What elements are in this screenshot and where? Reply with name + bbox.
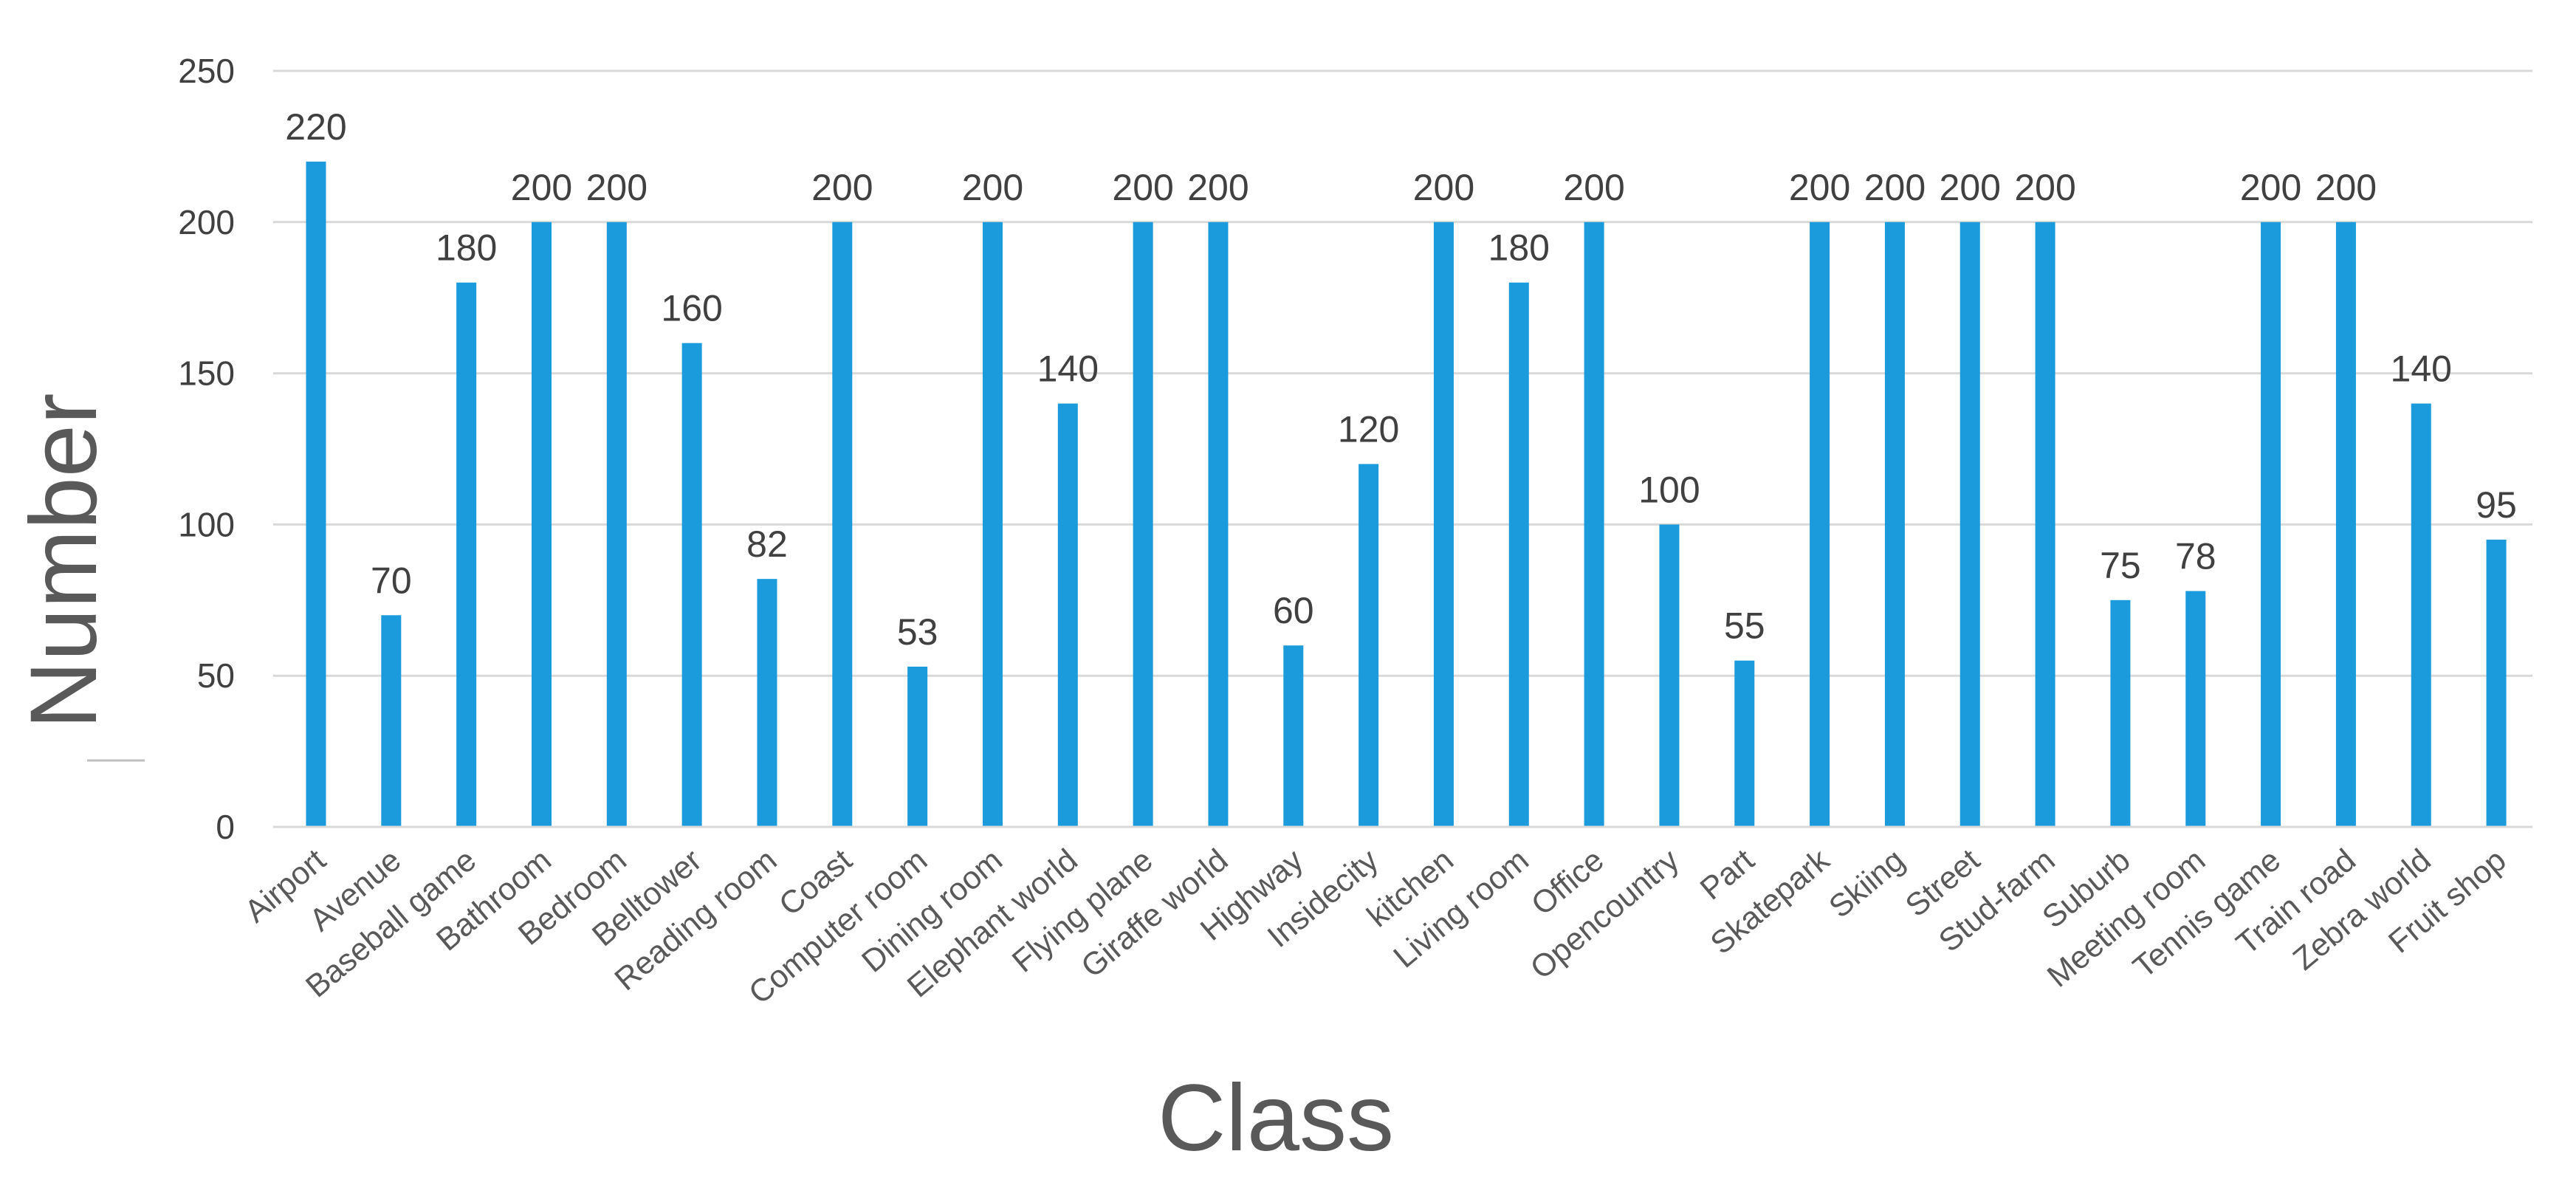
data-label: 200 bbox=[2315, 167, 2377, 208]
y-tick-label: 250 bbox=[178, 52, 235, 90]
data-label: 180 bbox=[1488, 227, 1550, 269]
data-label: 200 bbox=[586, 167, 648, 208]
bar-insidecity bbox=[1359, 464, 1379, 827]
data-label: 180 bbox=[436, 227, 497, 269]
bar-belltower bbox=[681, 343, 702, 827]
data-label: 70 bbox=[371, 560, 412, 601]
bar-living-room bbox=[1508, 282, 1529, 828]
data-label: 140 bbox=[1037, 348, 1099, 390]
bar-tennis-game bbox=[2261, 221, 2281, 827]
bar-zebra-world bbox=[2411, 403, 2431, 827]
y-tick-label: 100 bbox=[178, 505, 235, 543]
bar-computer-room bbox=[907, 666, 928, 827]
bar-elephant-world bbox=[1057, 403, 1078, 827]
bar-giraffe-world bbox=[1208, 221, 1229, 827]
bar-reading-room bbox=[757, 579, 777, 827]
bar-highway bbox=[1283, 645, 1304, 827]
data-label: 53 bbox=[897, 611, 938, 653]
data-label: 200 bbox=[511, 167, 572, 208]
bar-avenue bbox=[381, 615, 402, 827]
bar-suburb bbox=[2110, 600, 2131, 827]
bar-bathroom bbox=[531, 221, 552, 827]
bar-street bbox=[1960, 221, 1980, 827]
data-label: 220 bbox=[285, 106, 346, 148]
data-labels: 220 70 180 200 200 160 82 200 53 200 140 200 200 60 12… bbox=[285, 106, 2517, 653]
data-label: 200 bbox=[1940, 167, 2001, 208]
bar-skatepark bbox=[1810, 221, 1830, 827]
bar-airport bbox=[306, 161, 326, 827]
bar-part bbox=[1734, 660, 1755, 827]
bars bbox=[306, 161, 2507, 828]
bar-flying-plane bbox=[1133, 221, 1153, 827]
data-label: 95 bbox=[2476, 484, 2517, 526]
bar-opencountry bbox=[1659, 524, 1680, 827]
data-label: 200 bbox=[2014, 167, 2075, 208]
bar-fruit-shop bbox=[2486, 539, 2507, 827]
data-label: 200 bbox=[1563, 167, 1624, 208]
bar-meeting-room bbox=[2185, 591, 2206, 827]
bar-coast bbox=[832, 221, 853, 827]
data-label: 82 bbox=[746, 523, 788, 565]
y-tick-label: 150 bbox=[178, 354, 235, 393]
bar-stud-farm bbox=[2035, 221, 2055, 827]
bar-train-road bbox=[2335, 221, 2356, 827]
y-axis-ticks: 0 50 100 150 200 250 bbox=[178, 52, 235, 846]
data-label: 200 bbox=[1413, 167, 1474, 208]
data-label: 75 bbox=[2100, 545, 2141, 586]
bar-baseball-game bbox=[456, 282, 477, 828]
bar-dining-room bbox=[982, 221, 1003, 827]
data-label: 200 bbox=[1187, 167, 1248, 208]
bar-bedroom bbox=[606, 221, 627, 827]
y-tick-label: 200 bbox=[178, 203, 235, 241]
data-label: 55 bbox=[1724, 605, 1765, 647]
data-label: 200 bbox=[1112, 167, 1173, 208]
y-axis-title: Number bbox=[11, 393, 117, 729]
y-tick-label: 50 bbox=[197, 656, 235, 695]
data-label: 100 bbox=[1638, 469, 1700, 510]
data-label: 200 bbox=[1789, 167, 1850, 208]
data-label: 160 bbox=[661, 288, 722, 329]
data-label: 120 bbox=[1338, 408, 1399, 450]
x-axis-title: Class bbox=[1158, 1065, 1394, 1171]
data-label: 200 bbox=[2240, 167, 2301, 208]
data-label: 200 bbox=[962, 167, 1023, 208]
data-label: 78 bbox=[2175, 536, 2216, 577]
bar-kitchen bbox=[1433, 221, 1454, 827]
y-tick-label: 0 bbox=[216, 808, 235, 846]
gridlines bbox=[273, 69, 2532, 677]
data-label: 140 bbox=[2391, 348, 2452, 390]
data-label: 60 bbox=[1273, 590, 1314, 631]
data-label: 200 bbox=[1864, 167, 1926, 208]
bar-office bbox=[1584, 221, 1604, 827]
bar-skiing bbox=[1884, 221, 1905, 827]
x-tick-label: Skiing bbox=[1822, 842, 1912, 925]
data-label: 200 bbox=[811, 167, 873, 208]
